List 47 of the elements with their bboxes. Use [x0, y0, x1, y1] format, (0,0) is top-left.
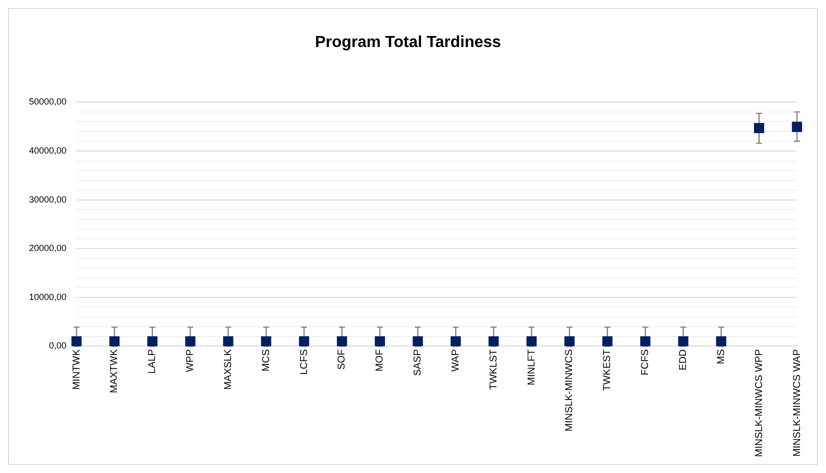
x-tick-label: TWKEST — [602, 349, 614, 391]
y-tick-label: 30000,00 — [28, 194, 67, 204]
x-tick-label: MCS — [260, 348, 272, 372]
point — [147, 336, 158, 346]
y-tick-label: 0,00 — [49, 340, 67, 351]
point — [109, 336, 120, 346]
x-tick-label: MOF — [374, 349, 386, 372]
point — [488, 336, 499, 346]
point — [678, 336, 688, 346]
y-tick-label: 10000,00 — [28, 292, 67, 302]
point — [374, 336, 385, 346]
point — [223, 336, 234, 346]
x-tick-label: MAXTWK — [109, 348, 120, 394]
x-tick-label: SASP — [412, 348, 424, 376]
x-tick-label: MINLFT — [526, 349, 538, 386]
x-tick-label: LALP — [147, 348, 158, 374]
x-tick-label: WAP — [450, 348, 462, 372]
x-tick-label: EDD — [678, 349, 689, 370]
point — [450, 336, 461, 346]
point — [71, 336, 82, 346]
x-tick-label: MINSLK-MINWCS — [564, 348, 576, 432]
y-tick-label: 40000,00 — [28, 145, 67, 156]
point — [564, 336, 575, 346]
x-tick-label: WPP — [185, 348, 196, 372]
point — [336, 336, 348, 346]
point — [412, 336, 423, 346]
chart-title: Program Total Tardiness — [314, 34, 502, 52]
x-tick-label: MINTWK — [71, 348, 82, 390]
point — [754, 122, 764, 134]
x-tick-label: SOF — [336, 349, 348, 370]
x-tick-label: MINSLK-MINWCS WAP — [792, 348, 803, 457]
x-tick-label: LCFS — [298, 348, 310, 375]
point — [716, 336, 726, 346]
point — [792, 122, 802, 132]
y-tick-label: 50000,00 — [28, 96, 67, 107]
point — [526, 336, 537, 346]
point — [640, 336, 650, 346]
x-tick-label: MINSLK-MINWCS WPP — [754, 348, 765, 458]
point — [602, 336, 612, 346]
x-tick-label: MS — [716, 348, 727, 364]
y-tick-label: 20000,00 — [28, 243, 67, 254]
point — [185, 336, 196, 346]
point — [261, 336, 272, 346]
x-tick-label: MAXSLK — [222, 348, 234, 390]
point — [298, 336, 310, 346]
x-tick-label: TWKLST — [488, 349, 500, 390]
x-tick-label: FCFS — [640, 348, 652, 376]
